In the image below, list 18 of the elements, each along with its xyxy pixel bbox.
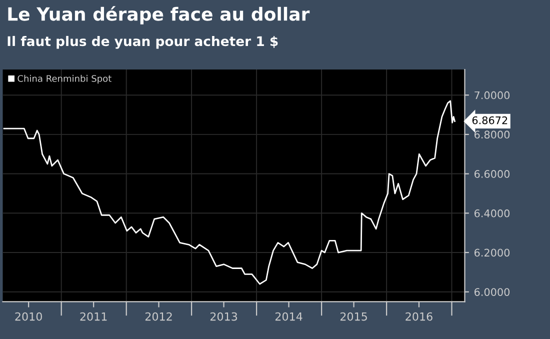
y-tick-label: 6.8000 bbox=[474, 130, 510, 139]
y-tick-label: 6.0000 bbox=[474, 288, 510, 296]
annotation: 6.8672 bbox=[472, 116, 508, 124]
x-tick-label: 2012 bbox=[145, 312, 172, 321]
y-tick-label: 7.0000 bbox=[474, 91, 510, 100]
x-tick-label: 2016 bbox=[406, 312, 432, 321]
x-tick-label: 2014 bbox=[275, 312, 302, 321]
chart-title: Le Yuan dérape face au dollar bbox=[8, 6, 310, 24]
line-series bbox=[3, 100, 456, 285]
y-tick-label: 6.2000 bbox=[474, 248, 510, 257]
x-tick-label: 2015 bbox=[340, 312, 367, 321]
legend-label: China Renminbi Spot bbox=[18, 74, 112, 84]
chart-subtitle: Il faut plus de yuan pour acheter 1 $ bbox=[8, 36, 278, 49]
x-tick-label: 2010 bbox=[15, 312, 42, 321]
x-tick-label: 2011 bbox=[80, 312, 107, 321]
x-tick-label: 2013 bbox=[210, 312, 238, 321]
y-tick-label: 6.4000 bbox=[474, 209, 510, 218]
y-tick-label: 6.6000 bbox=[474, 170, 510, 178]
